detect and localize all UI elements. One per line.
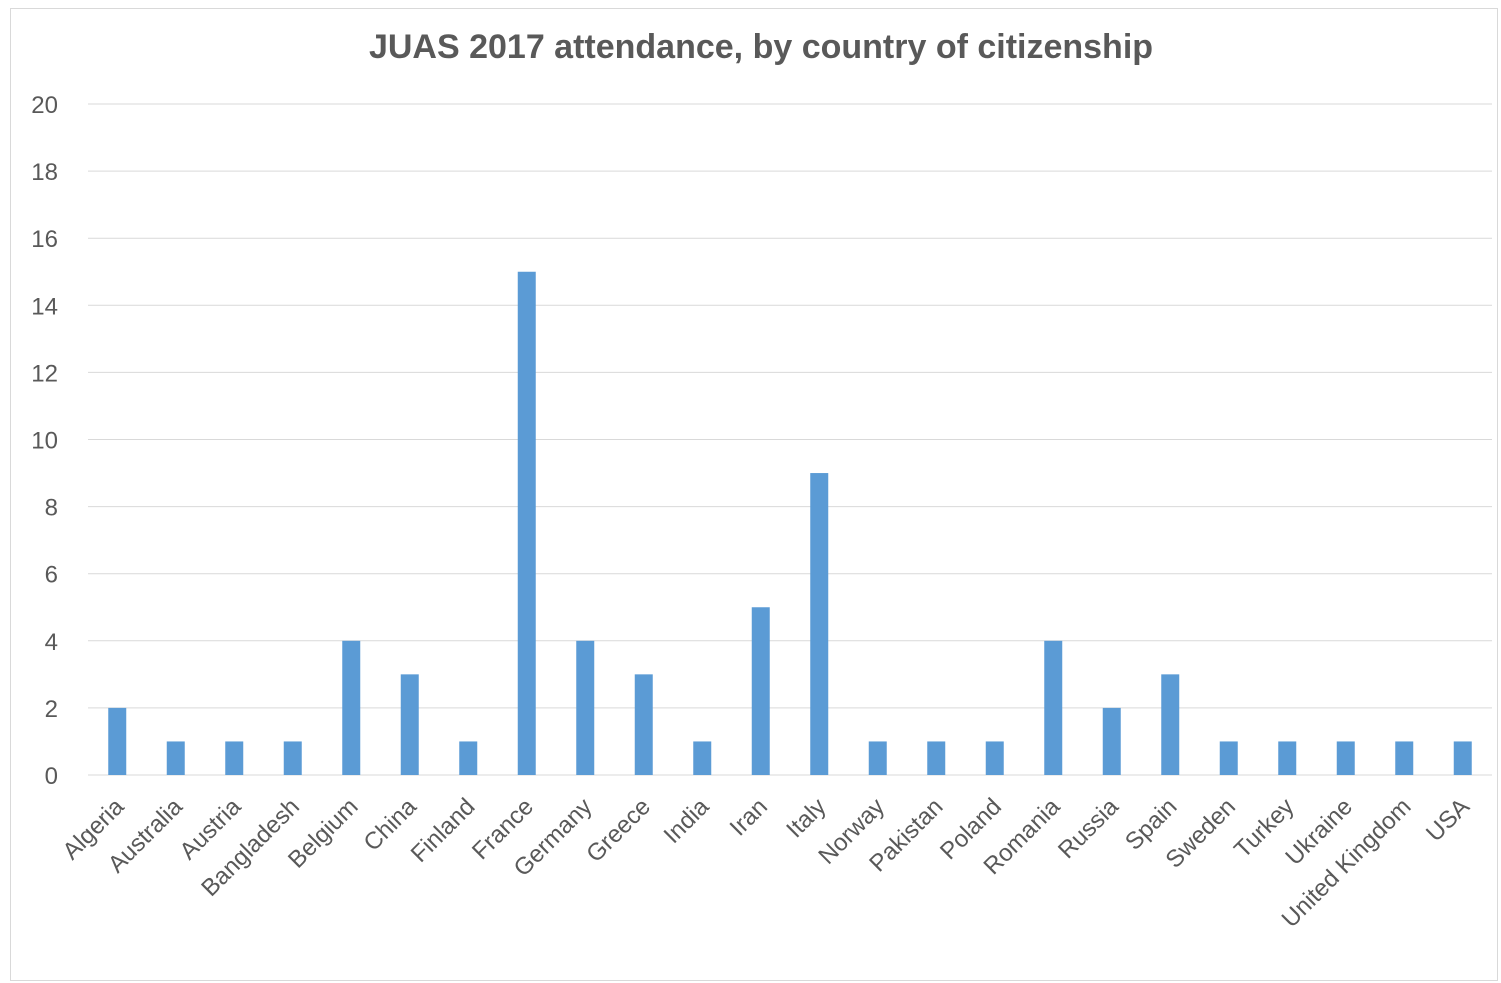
x-tick-label: Russia — [1053, 793, 1124, 864]
bar-austria — [225, 741, 244, 775]
x-tick-label: Finland — [406, 793, 481, 868]
bar-india — [693, 741, 712, 775]
x-axis-ticks: AlgeriaAustraliaAustriaBangladeshBelgium… — [58, 793, 1475, 933]
bar-poland — [985, 741, 1004, 775]
bar-ukraine — [1336, 741, 1355, 775]
chart-title: JUAS 2017 attendance, by country of citi… — [368, 28, 1154, 66]
bar-china — [400, 674, 419, 775]
bar-belgium — [342, 640, 361, 775]
bar-romania — [1044, 640, 1063, 775]
y-axis-ticks: 0 2 4 6 8 10 12 14 16 18 20 — [31, 92, 58, 790]
x-tick-label: USA — [1421, 793, 1475, 847]
y-tick-label: 8 — [45, 495, 58, 522]
bar-pakistan — [927, 741, 946, 775]
bar-bangladesh — [283, 741, 302, 775]
bar-norway — [868, 741, 887, 775]
bar-sweden — [1219, 741, 1238, 775]
y-tick-label: 16 — [31, 226, 58, 253]
bar-greece — [634, 674, 653, 775]
bar-australia — [166, 741, 185, 775]
y-tick-label: 6 — [45, 562, 58, 589]
y-tick-label: 10 — [31, 428, 58, 455]
y-tick-label: 0 — [45, 763, 58, 790]
bar-spain — [1161, 674, 1180, 775]
bar-turkey — [1278, 741, 1297, 775]
gridlines — [88, 103, 1492, 776]
x-tick-label: Italy — [781, 793, 831, 843]
y-tick-label: 14 — [31, 293, 58, 320]
y-tick-label: 20 — [31, 92, 58, 119]
x-tick-label: India — [659, 793, 715, 849]
bar-finland — [459, 741, 478, 775]
y-tick-label: 2 — [45, 696, 58, 723]
chart-frame — [10, 8, 1498, 981]
y-tick-label: 12 — [31, 360, 58, 387]
bar-italy — [810, 473, 829, 775]
bar-france — [517, 271, 536, 775]
bar-algeria — [108, 707, 127, 775]
y-tick-label: 18 — [31, 159, 58, 186]
x-tick-label: Greece — [581, 793, 656, 868]
bar-iran — [751, 607, 770, 775]
bar-usa — [1453, 741, 1472, 775]
x-tick-label: Iran — [725, 793, 773, 841]
bars — [108, 271, 1472, 775]
y-tick-label: 4 — [45, 629, 58, 656]
bar-united-kingdom — [1395, 741, 1414, 775]
bar-germany — [576, 640, 595, 775]
bar-russia — [1102, 707, 1121, 775]
